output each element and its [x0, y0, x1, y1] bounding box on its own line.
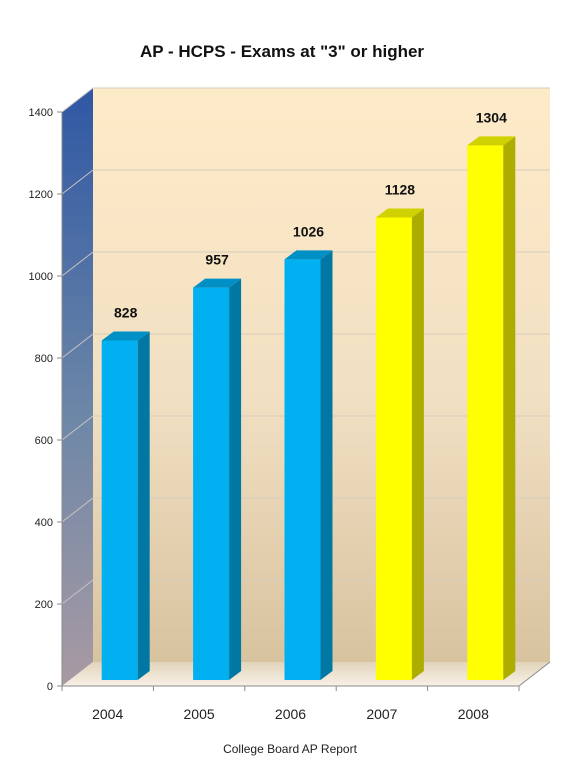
x-tick-label: 2008 — [458, 706, 489, 722]
gridline-side — [61, 497, 94, 523]
bar-side — [320, 250, 333, 680]
bar-side — [137, 331, 150, 680]
x-axis-labels: 2004 2005 2006 2007 2008 — [61, 686, 520, 722]
data-label: 828 — [114, 305, 138, 321]
bar-2004 — [101, 331, 150, 680]
bar-side — [229, 278, 242, 680]
gridline-side — [61, 169, 94, 195]
bar-top — [193, 278, 242, 288]
gridline-side — [61, 333, 94, 359]
y-axis-ticks: 0 200 400 600 800 1000 1200 1400 — [29, 107, 62, 693]
chart-title: AP - HCPS - Exams at "3" or higher — [140, 42, 424, 61]
gridline-side — [61, 415, 94, 441]
gridline-side — [61, 251, 94, 277]
y-tick-label: 800 — [35, 353, 53, 365]
floor-edge — [518, 661, 551, 687]
data-label: 1304 — [476, 109, 507, 125]
bar-2008 — [467, 136, 516, 681]
data-label: 957 — [205, 252, 229, 268]
source-note: College Board AP Report — [223, 742, 358, 756]
x-tick-label: 2004 — [92, 706, 123, 722]
bar-front — [467, 145, 504, 681]
data-labels: 828 957 1026 1128 1304 — [114, 109, 507, 320]
x-tick-label: 2005 — [184, 706, 215, 722]
bar-front — [101, 340, 138, 680]
axes — [61, 112, 551, 687]
side-wall — [62, 88, 93, 686]
y-tick-label: 400 — [35, 517, 53, 529]
bar-side — [411, 208, 424, 680]
y-tick-label: 1200 — [29, 189, 53, 201]
y-tick-label: 600 — [35, 435, 53, 447]
data-label: 1026 — [293, 223, 324, 239]
bar-2006 — [284, 250, 333, 680]
bar-top — [284, 250, 333, 260]
y-tick-label: 0 — [47, 681, 53, 693]
bar-side — [503, 136, 516, 681]
bar-2007 — [375, 208, 424, 680]
gridline-side — [61, 87, 94, 113]
x-tick-label: 2006 — [275, 706, 306, 722]
y-tick-label: 200 — [35, 599, 53, 611]
bar-top — [375, 208, 424, 218]
bars — [101, 136, 516, 681]
bar-front — [375, 217, 412, 680]
x-tick-label: 2007 — [366, 706, 397, 722]
bar-top — [101, 331, 150, 341]
y-tick-label: 1400 — [29, 107, 53, 119]
bar-front — [284, 259, 321, 680]
bar-front — [193, 287, 230, 680]
data-label: 1128 — [385, 182, 416, 198]
y-tick-label: 1000 — [29, 271, 53, 283]
bar-top — [467, 136, 516, 146]
bar-2005 — [193, 278, 242, 680]
gridline-side — [61, 579, 94, 605]
